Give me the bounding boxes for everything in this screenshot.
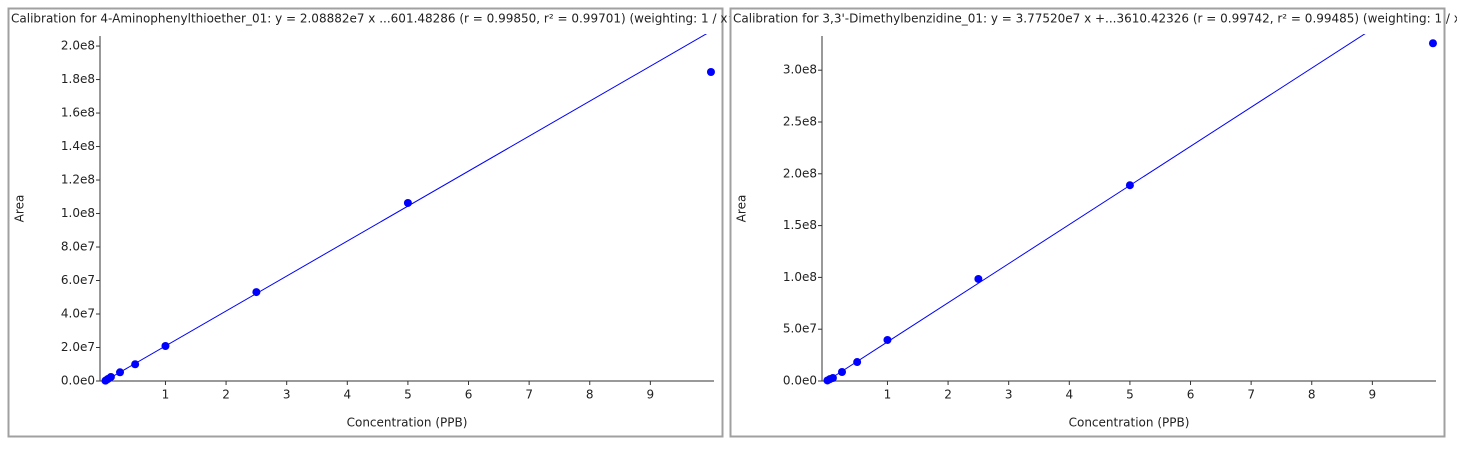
fit-line	[826, 34, 1366, 382]
y-tick-label: 2.0e8	[61, 39, 95, 53]
x-tick-label: 1	[884, 388, 892, 402]
data-point	[1428, 39, 1437, 48]
data-point	[883, 335, 892, 344]
x-tick-label: 7	[525, 388, 533, 402]
x-tick-label: 7	[1247, 388, 1255, 402]
y-tick-label: 1.4e8	[61, 139, 95, 153]
y-tick-label: 1.5e8	[783, 218, 817, 232]
chart-panel: Calibration for 4-Aminophenylthioether_0…	[7, 7, 750, 438]
y-tick-label: 5.0e7	[783, 322, 817, 336]
y-tick-label: 1.8e8	[61, 72, 95, 86]
y-tick-label: 1.2e8	[61, 173, 95, 187]
y-tick-label: 0.0e0	[783, 374, 817, 388]
panel-border	[7, 7, 724, 438]
data-point	[252, 288, 261, 297]
y-tick-label: 0.0e0	[61, 374, 95, 388]
chart-title: Calibration for 4-Aminophenylthioether_0…	[11, 12, 750, 26]
x-tick-label: 6	[465, 388, 473, 402]
x-tick-label: 8	[1308, 388, 1316, 402]
x-tick-label: 1	[162, 388, 170, 402]
x-axis-label: Concentration (PPB)	[347, 416, 468, 430]
x-tick-label: 9	[1369, 388, 1377, 402]
y-tick-label: 1.6e8	[61, 106, 95, 120]
x-tick-label: 4	[1065, 388, 1073, 402]
x-tick-label: 6	[1187, 388, 1195, 402]
y-axis-label: Area	[13, 195, 27, 223]
y-tick-label: 8.0e7	[61, 240, 95, 254]
data-point	[706, 68, 715, 77]
y-tick-label: 2.5e8	[783, 114, 817, 128]
chart-panel: Calibration for 3,3'-Dimethylbenzidine_0…	[729, 7, 1457, 438]
y-tick-label: 2.0e7	[61, 340, 95, 354]
x-tick-label: 9	[647, 388, 655, 402]
x-tick-label: 3	[1005, 388, 1013, 402]
y-tick-label: 4.0e7	[61, 307, 95, 321]
y-tick-label: 3.0e8	[783, 63, 817, 77]
x-tick-label: 8	[586, 388, 594, 402]
x-tick-label: 5	[1126, 388, 1134, 402]
x-tick-label: 5	[404, 388, 412, 402]
panel-border	[729, 7, 1446, 438]
x-axis-label: Concentration (PPB)	[1069, 416, 1190, 430]
y-tick-label: 1.0e8	[783, 270, 817, 284]
x-tick-label: 2	[944, 388, 952, 402]
x-tick-label: 2	[222, 388, 230, 402]
y-tick-label: 1.0e8	[61, 206, 95, 220]
x-tick-label: 3	[283, 388, 291, 402]
fit-line	[104, 34, 708, 382]
y-tick-label: 6.0e7	[61, 273, 95, 287]
x-tick-label: 4	[343, 388, 351, 402]
y-axis-label: Area	[735, 195, 749, 223]
y-tick-label: 2.0e8	[783, 166, 817, 180]
data-point	[974, 274, 983, 283]
chart-title: Calibration for 3,3'-Dimethylbenzidine_0…	[733, 12, 1457, 26]
